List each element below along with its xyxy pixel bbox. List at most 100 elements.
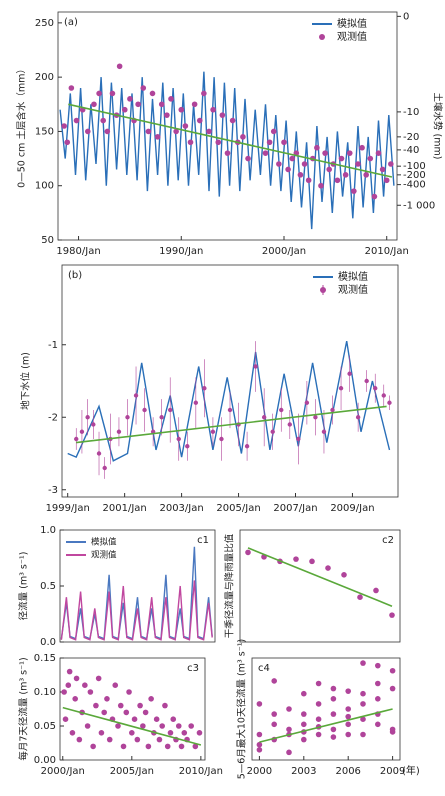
data-point <box>159 415 164 420</box>
data-point <box>315 731 322 738</box>
data-point <box>373 587 379 594</box>
data-point <box>170 716 177 722</box>
data-point <box>279 407 284 413</box>
data-point <box>305 177 312 184</box>
data-point <box>304 400 310 405</box>
data-point <box>96 451 102 456</box>
data-point <box>334 177 341 184</box>
data-point <box>342 172 349 178</box>
data-point <box>301 736 307 743</box>
legend-label: 模拟值 <box>337 17 367 30</box>
panel-label: c4 <box>258 663 270 674</box>
data-point <box>153 716 160 722</box>
data-point <box>330 696 337 702</box>
trend-line <box>62 706 202 746</box>
data-point <box>313 415 318 420</box>
data-point <box>87 689 94 695</box>
data-point <box>285 166 291 173</box>
data-point <box>367 155 374 162</box>
data-point <box>345 731 352 738</box>
data-point <box>256 741 263 748</box>
data-point <box>375 680 381 687</box>
panel-label: (b) <box>68 270 82 281</box>
legend-label: 观测值 <box>337 30 367 43</box>
data-point <box>68 85 75 91</box>
y-tick-label: -3 <box>48 485 58 496</box>
data-point <box>383 177 390 184</box>
data-point <box>338 386 344 391</box>
data-point <box>261 415 267 420</box>
y-tick-label: 0.15 <box>34 653 56 664</box>
data-point <box>176 436 181 442</box>
data-point <box>315 716 322 722</box>
trend-line <box>76 405 387 444</box>
data-point <box>185 444 190 449</box>
data-point <box>91 422 96 427</box>
data-point <box>321 429 327 434</box>
data-point <box>360 660 366 666</box>
x-tick-label: 1999/Jan <box>46 503 90 514</box>
data-point <box>270 128 277 135</box>
legend-swatch <box>320 287 326 293</box>
data-point <box>100 117 106 124</box>
legend-swatch <box>319 34 325 40</box>
data-point <box>330 711 337 717</box>
data-point <box>84 128 91 135</box>
data-point <box>158 101 165 108</box>
data-point <box>69 730 76 736</box>
data-point <box>61 123 67 129</box>
data-point <box>309 558 315 565</box>
x-tick-label: 2003/Jan <box>159 503 203 514</box>
data-point <box>175 723 182 729</box>
x-tick-label: 2003 <box>291 766 316 777</box>
data-point <box>375 696 381 702</box>
data-point <box>271 711 278 717</box>
series-line <box>59 71 395 230</box>
data-point <box>192 743 199 750</box>
data-point <box>173 128 179 135</box>
data-point <box>355 161 361 167</box>
data-point <box>315 701 322 707</box>
data-point <box>315 680 322 687</box>
series-line <box>67 340 391 462</box>
data-point <box>167 730 174 736</box>
data-point <box>72 696 78 702</box>
panel-label: c3 <box>187 663 199 674</box>
data-point <box>145 128 152 135</box>
data-point <box>266 139 273 146</box>
data-point <box>318 182 324 189</box>
y-tick-label: 100 <box>35 181 54 192</box>
data-point <box>293 556 299 562</box>
data-point <box>270 429 275 434</box>
data-point <box>301 161 308 167</box>
data-point <box>373 386 378 391</box>
data-point <box>133 393 139 398</box>
x-tick-label: 1990/Jan <box>159 246 203 257</box>
data-point <box>79 429 85 434</box>
data-point <box>101 709 107 716</box>
data-point <box>98 730 105 736</box>
data-point <box>82 682 88 688</box>
legend-label: 观测值 <box>91 550 117 561</box>
y-tick-label: 0.0 <box>40 637 56 648</box>
x-tick-label: 2001/Jan <box>103 503 147 514</box>
data-point <box>137 702 143 709</box>
y2-tick-label: -400 <box>403 180 426 191</box>
data-point <box>341 572 347 578</box>
data-point <box>121 106 128 113</box>
y-axis-label: 径流量 (m³ s⁻¹) <box>18 552 30 621</box>
data-point <box>364 378 369 384</box>
data-point <box>145 743 152 750</box>
data-point <box>388 161 394 167</box>
data-point <box>363 172 369 178</box>
data-point <box>140 85 147 91</box>
x-tick-label: 2009/Jan <box>330 503 374 514</box>
data-point <box>115 723 121 729</box>
y2-tick-label: -200 <box>403 170 426 181</box>
data-point <box>301 690 307 697</box>
data-point <box>74 436 79 442</box>
data-point <box>64 139 71 146</box>
legend-label: 观测值 <box>338 283 368 296</box>
data-point <box>245 549 251 556</box>
data-point <box>182 123 189 129</box>
